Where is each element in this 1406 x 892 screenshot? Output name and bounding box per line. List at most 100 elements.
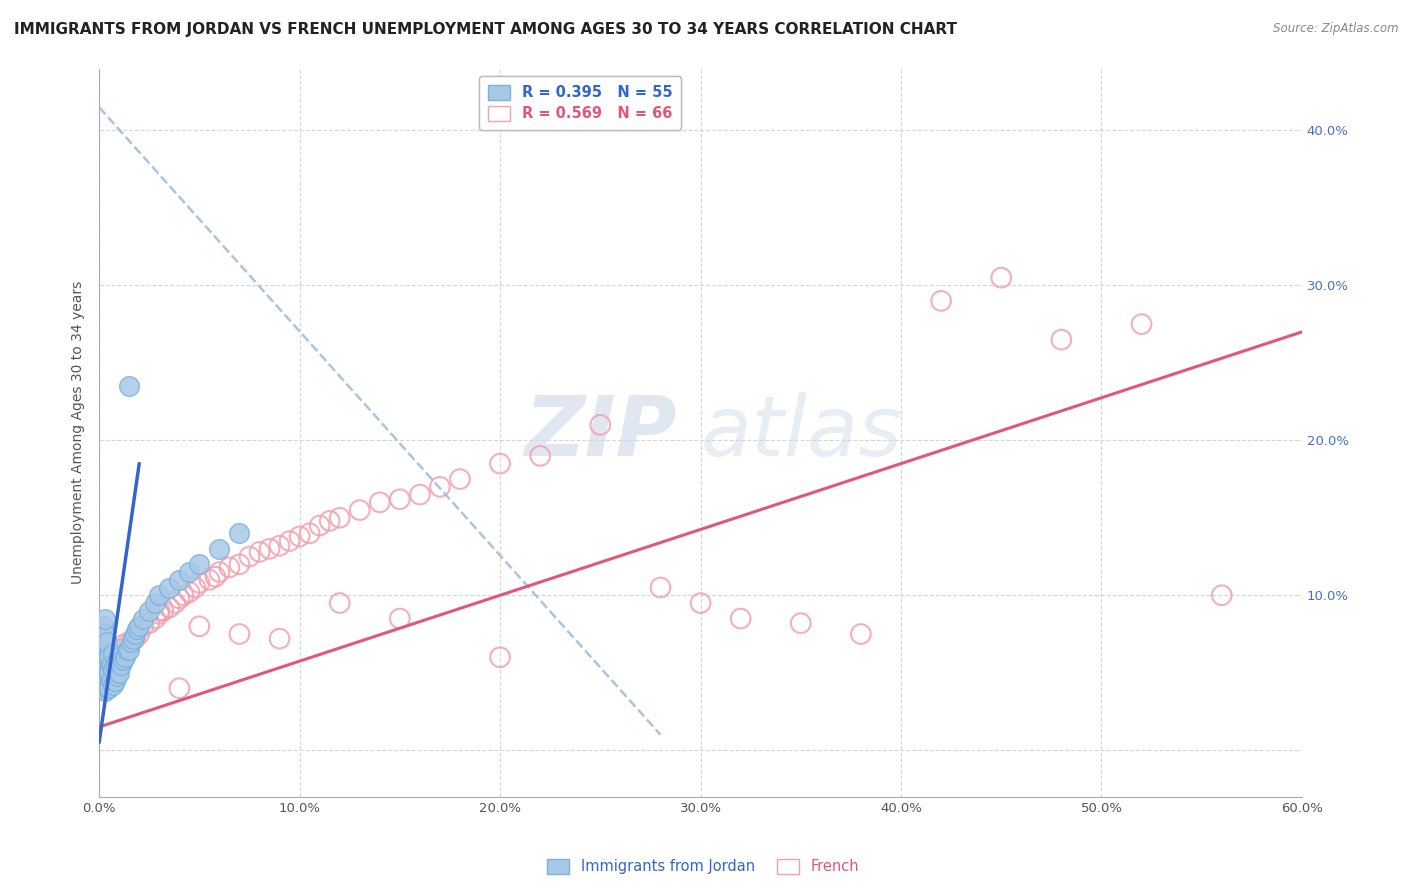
Point xyxy=(94,653,117,667)
Point xyxy=(90,642,112,657)
Point xyxy=(100,673,122,688)
Point xyxy=(127,623,149,637)
Point xyxy=(650,581,672,595)
Point xyxy=(94,663,117,677)
Point xyxy=(108,642,131,657)
Point xyxy=(101,678,124,692)
Point xyxy=(228,526,250,541)
Point xyxy=(179,565,201,579)
Point xyxy=(157,600,180,615)
Point xyxy=(208,541,231,556)
Point xyxy=(122,632,145,646)
Point xyxy=(278,534,301,549)
Point xyxy=(849,627,872,641)
Point xyxy=(218,560,240,574)
Point xyxy=(1050,333,1073,347)
Point xyxy=(94,611,117,625)
Point xyxy=(188,558,211,572)
Point xyxy=(100,658,122,673)
Text: atlas: atlas xyxy=(700,392,903,473)
Point xyxy=(298,526,321,541)
Point xyxy=(388,492,411,507)
Point xyxy=(90,673,112,688)
Point xyxy=(172,588,194,602)
Point xyxy=(368,495,391,509)
Point xyxy=(184,581,207,595)
Point xyxy=(329,511,352,525)
Point xyxy=(529,449,551,463)
Point xyxy=(148,604,170,618)
Point xyxy=(118,379,141,393)
Point xyxy=(929,293,952,308)
Point xyxy=(689,596,711,610)
Point xyxy=(96,665,118,680)
Point xyxy=(91,669,114,683)
Point xyxy=(90,678,112,692)
Point xyxy=(98,653,121,667)
Point xyxy=(98,650,121,665)
Point xyxy=(112,638,135,652)
Point xyxy=(128,619,150,633)
Point xyxy=(96,658,118,673)
Point xyxy=(349,503,371,517)
Point xyxy=(429,480,451,494)
Point xyxy=(91,681,114,696)
Point xyxy=(259,541,281,556)
Point xyxy=(198,573,221,587)
Point xyxy=(112,653,135,667)
Point xyxy=(105,653,128,667)
Point xyxy=(120,634,142,648)
Point xyxy=(101,647,124,661)
Point xyxy=(118,634,141,648)
Point xyxy=(165,596,187,610)
Point xyxy=(188,575,211,590)
Point xyxy=(89,665,111,680)
Point xyxy=(114,650,136,665)
Point xyxy=(104,673,127,688)
Point xyxy=(108,665,131,680)
Point xyxy=(1130,317,1153,331)
Point xyxy=(101,663,124,677)
Text: ZIP: ZIP xyxy=(524,392,676,473)
Point xyxy=(94,669,117,683)
Point xyxy=(128,627,150,641)
Point xyxy=(148,588,170,602)
Point xyxy=(318,514,340,528)
Point xyxy=(329,596,352,610)
Point xyxy=(138,616,160,631)
Point xyxy=(790,616,813,631)
Point xyxy=(152,604,174,618)
Point xyxy=(124,627,146,641)
Point xyxy=(288,529,311,543)
Point xyxy=(124,632,146,646)
Point xyxy=(1211,588,1233,602)
Legend: Immigrants from Jordan, French: Immigrants from Jordan, French xyxy=(541,853,865,880)
Point xyxy=(98,681,121,696)
Point xyxy=(157,581,180,595)
Point xyxy=(409,487,432,501)
Point xyxy=(96,650,118,665)
Point xyxy=(91,634,114,648)
Point xyxy=(105,669,128,683)
Point xyxy=(143,596,166,610)
Point xyxy=(91,650,114,665)
Point xyxy=(90,658,112,673)
Point xyxy=(730,611,752,625)
Point xyxy=(169,591,191,606)
Point xyxy=(148,607,170,621)
Point xyxy=(100,650,122,665)
Point xyxy=(179,585,201,599)
Point xyxy=(132,611,155,625)
Point xyxy=(169,681,191,696)
Point xyxy=(110,658,132,673)
Point xyxy=(388,611,411,625)
Point xyxy=(249,545,271,559)
Point xyxy=(94,638,117,652)
Point xyxy=(269,632,291,646)
Point xyxy=(228,558,250,572)
Point xyxy=(138,604,160,618)
Text: IMMIGRANTS FROM JORDAN VS FRENCH UNEMPLOYMENT AMONG AGES 30 TO 34 YEARS CORRELAT: IMMIGRANTS FROM JORDAN VS FRENCH UNEMPLO… xyxy=(14,22,957,37)
Point xyxy=(269,539,291,553)
Point xyxy=(115,642,138,657)
Point xyxy=(108,650,131,665)
